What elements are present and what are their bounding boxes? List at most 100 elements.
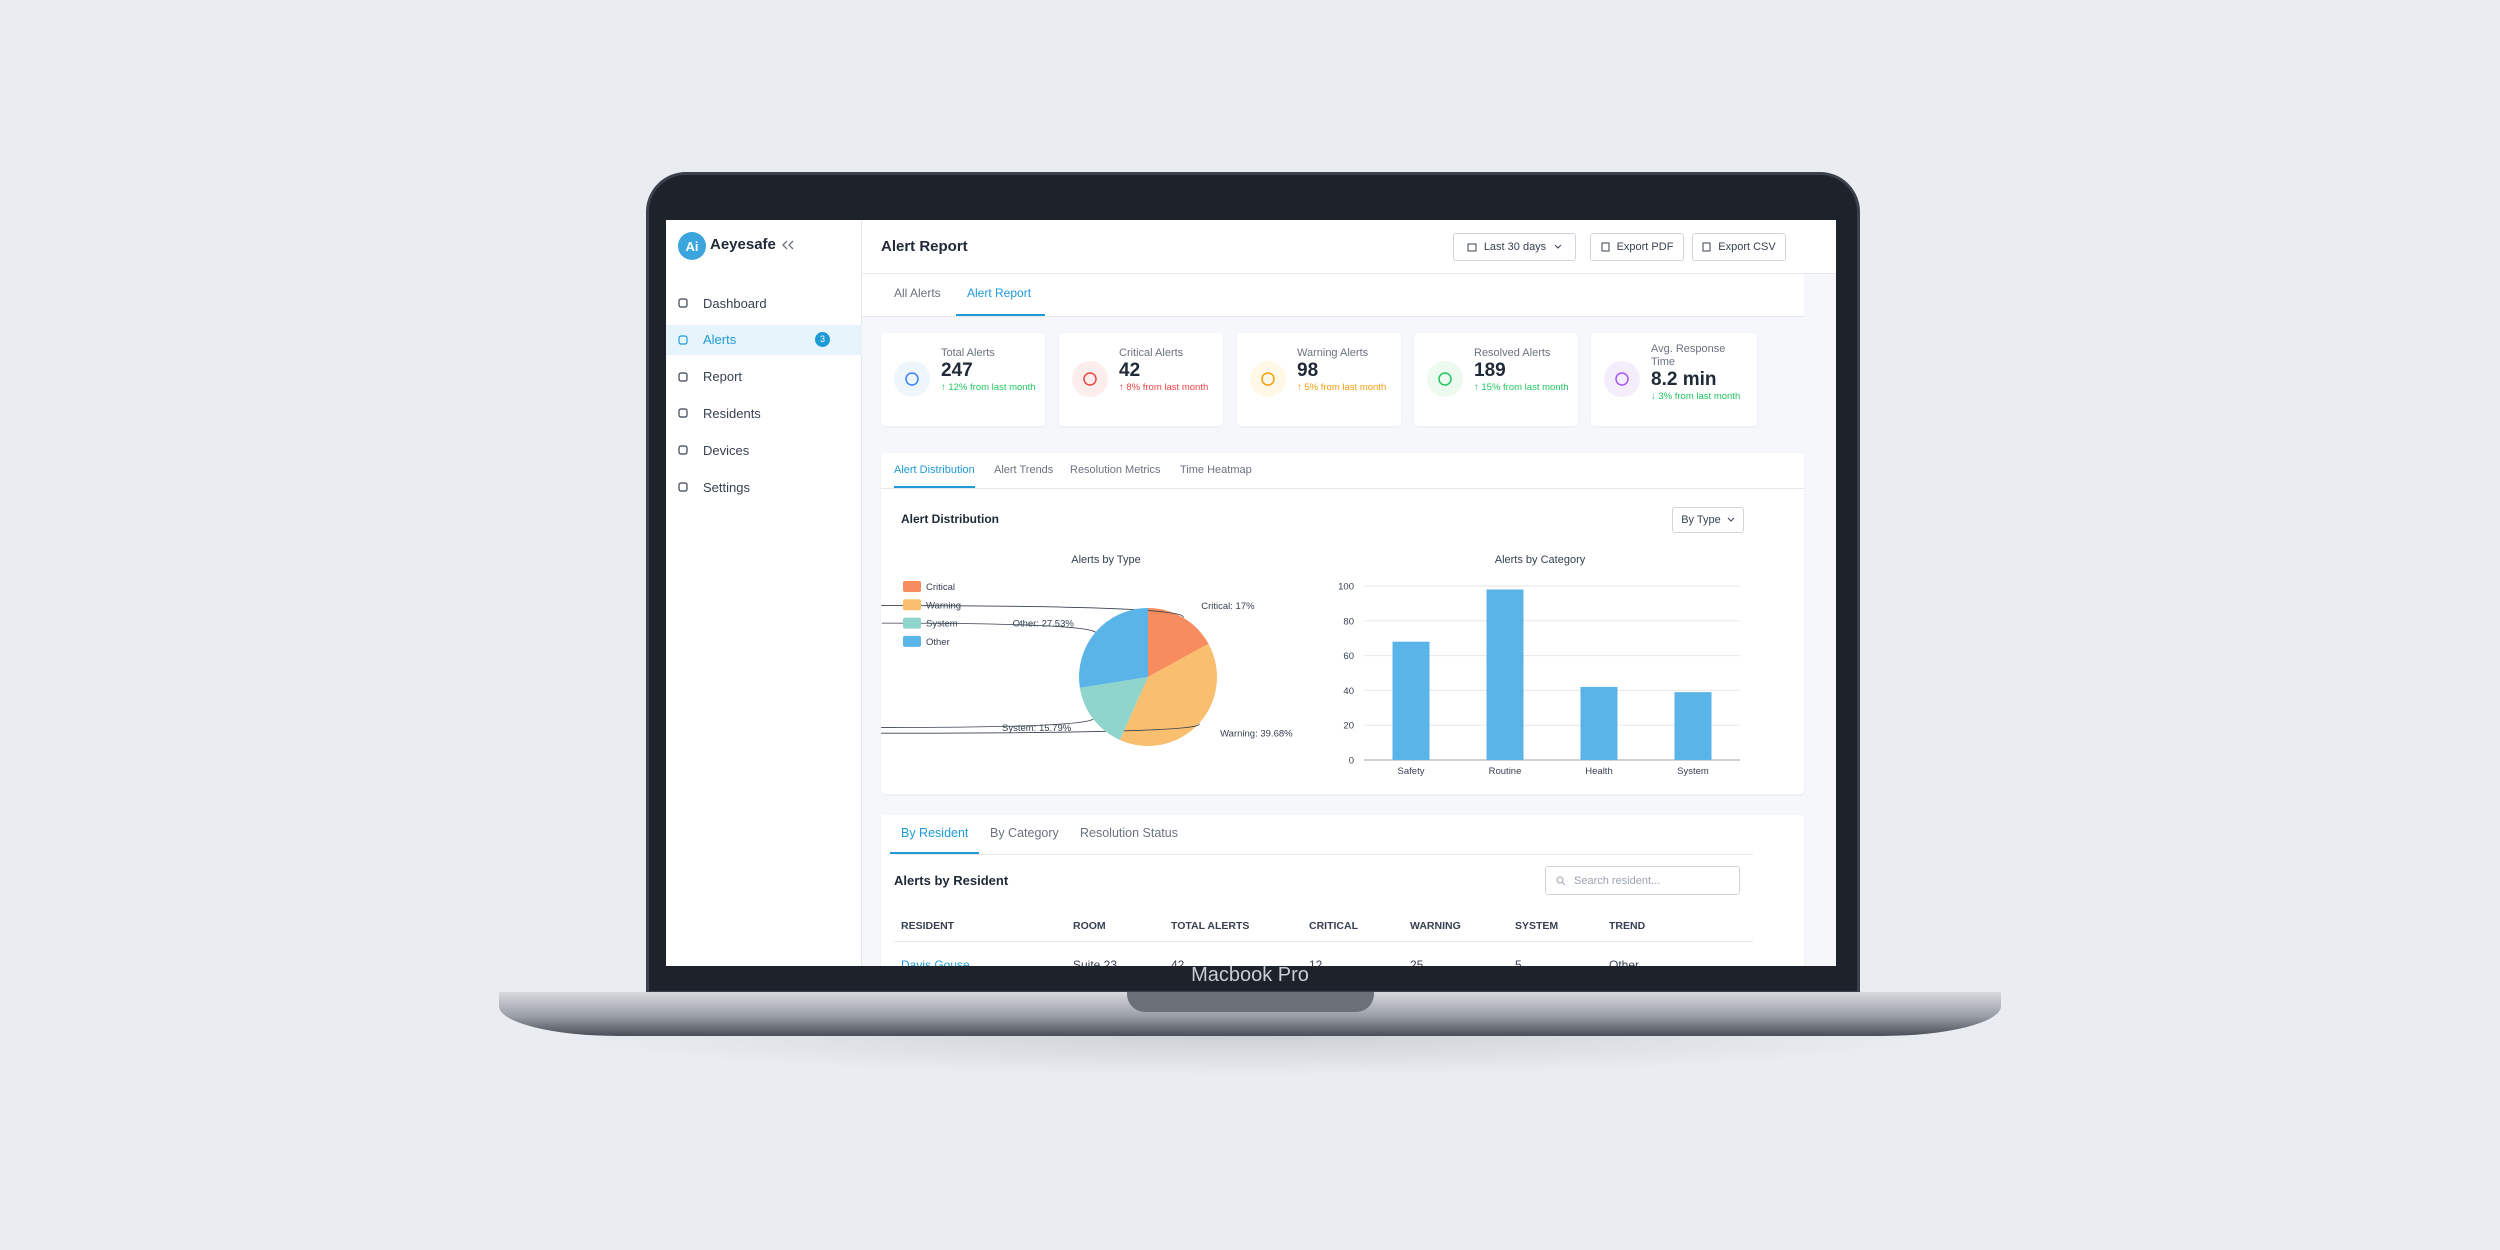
stat-icon <box>1072 361 1108 397</box>
stat-text: Total Alerts 247 ↑ 12% from last month <box>941 347 1037 394</box>
y-tick-label: 100 <box>1338 582 1354 593</box>
resident-panel: Alerts by Resident Search resident... By… <box>881 815 1804 966</box>
x-tick-label: System <box>1677 766 1709 777</box>
table-cell[interactable]: Davis Gouse <box>901 958 970 966</box>
page-title: Alert Report <box>881 238 968 255</box>
logo: Ai <box>678 232 706 260</box>
y-tick-label: 60 <box>1343 651 1354 662</box>
legend-label: Other <box>926 637 950 648</box>
stat-icon <box>1427 361 1463 397</box>
row-divider <box>894 941 1753 942</box>
stat-change: ↑ 5% from last month <box>1297 382 1387 393</box>
tab-bar <box>862 274 1804 317</box>
legend-swatch <box>903 635 921 647</box>
file-icon <box>1601 242 1610 252</box>
column-header: CRITICAL <box>1309 920 1358 932</box>
y-tick-label: 0 <box>1349 756 1354 767</box>
stat-value: 189 <box>1474 360 1506 381</box>
stat-label: Avg. Response Time <box>1651 343 1726 368</box>
device-label: Macbook Pro <box>1191 964 1309 986</box>
tab[interactable]: All Alerts <box>894 286 941 300</box>
column-header: WARNING <box>1410 920 1461 932</box>
collapse-icon[interactable] <box>782 240 794 250</box>
stat-card: Total Alerts 247 ↑ 12% from last month <box>881 333 1045 426</box>
nav-item[interactable]: Residents <box>666 398 862 428</box>
nav-item[interactable]: Alerts 3 <box>666 324 862 355</box>
legend-swatch <box>903 599 921 611</box>
table-title: Alerts by Resident <box>894 873 1009 888</box>
nav-label: Devices <box>703 442 750 458</box>
tab[interactable]: Time Heatmap <box>1180 464 1252 476</box>
distribution-panel: Alert Distribution By Type Alerts by Typ… <box>881 453 1804 794</box>
main: Alert Report Last 30 days Alert Distribu… <box>862 220 1836 966</box>
nav-label: Alerts <box>703 332 737 348</box>
export-button[interactable]: Export CSV <box>1692 233 1786 261</box>
stat-icon <box>894 361 930 397</box>
nav-label: Settings <box>703 479 750 495</box>
leader-line <box>881 605 1184 618</box>
legend-label: System <box>926 619 958 630</box>
stat-label: Total Alerts <box>941 347 995 359</box>
stat-value: 247 <box>941 360 973 381</box>
table-cell: Other <box>1609 958 1640 966</box>
stat-label: Warning Alerts <box>1297 347 1369 359</box>
nav-item[interactable]: Settings <box>666 472 862 502</box>
tab[interactable]: Resolution Status <box>1080 826 1178 840</box>
legend-label: Warning <box>926 600 961 611</box>
stat-icon <box>1250 361 1286 397</box>
stat-label: Critical Alerts <box>1119 347 1184 359</box>
stat-text: Warning Alerts 98 ↑ 5% from last month <box>1297 347 1393 394</box>
tab-underline <box>890 852 979 854</box>
search-box[interactable]: Search resident... <box>1545 866 1740 895</box>
panel-heading: Alert Distribution <box>901 512 999 526</box>
column-header: RESIDENT <box>901 920 955 932</box>
sidebar: Ai Aeyesafe Dashboard Alerts 3 Report Reside… <box>666 220 862 966</box>
selector[interactable]: By Type <box>1672 507 1744 533</box>
export-button[interactable]: Export PDF <box>1590 233 1684 261</box>
y-tick-label: 40 <box>1343 686 1354 697</box>
nav-icon <box>678 298 688 308</box>
charts: Alerts by Type Critical: 17% Warning: 39.6… <box>881 554 1740 777</box>
divider <box>894 854 1753 855</box>
tab[interactable]: By Category <box>990 826 1059 840</box>
nav-item[interactable]: Report <box>666 362 862 392</box>
bar <box>1486 589 1524 760</box>
laptop-notch <box>1127 992 1374 1012</box>
legend-label: Critical <box>926 582 955 593</box>
pie-slice <box>1079 677 1148 741</box>
nav-icon <box>678 445 688 455</box>
stat-card: Warning Alerts 98 ↑ 5% from last month <box>1237 333 1401 426</box>
stat-change: ↑ 12% from last month <box>941 382 1036 393</box>
leader-line <box>881 622 1096 633</box>
slice-label: Other: 27.53% <box>1013 619 1075 630</box>
stat-text: Avg. Response Time 8.2 min ↓ 3% from last … <box>1651 343 1747 403</box>
date-range[interactable]: Last 30 days <box>1453 233 1576 261</box>
nav-item[interactable]: Dashboard <box>666 288 862 318</box>
nav-icon <box>678 408 688 418</box>
pie-slice <box>1148 608 1209 677</box>
chart-title: Alerts by Type <box>1071 554 1141 566</box>
stat-value: 8.2 min <box>1651 369 1717 390</box>
stat-change: ↑ 8% from last month <box>1119 382 1209 393</box>
tab[interactable]: Resolution Metrics <box>1070 464 1161 476</box>
date-range-text: Last 30 days <box>1483 241 1547 253</box>
x-tick-label: Health <box>1585 766 1612 777</box>
tab[interactable]: By Resident <box>901 826 969 840</box>
tab[interactable]: Alert Distribution <box>894 464 975 476</box>
stat-icon <box>1604 361 1640 397</box>
stat-value: 98 <box>1297 360 1319 381</box>
stat-card: Avg. Response Time 8.2 min ↓ 3% from last … <box>1591 333 1757 426</box>
table-cell: 42 <box>1171 958 1185 966</box>
tab[interactable]: Alert Report <box>967 286 1032 300</box>
table-cell: 5 <box>1515 958 1522 966</box>
table-cell: 12 <box>1309 958 1323 966</box>
brand: Aeyesafe <box>710 236 776 253</box>
y-tick-label: 20 <box>1343 721 1354 732</box>
leader-line <box>881 718 1094 728</box>
tab[interactable]: Alert Trends <box>994 464 1054 476</box>
stat-label: Resolved Alerts <box>1474 347 1551 359</box>
tab-underline <box>956 314 1045 316</box>
nav-item[interactable]: Devices <box>666 435 862 465</box>
stat-value: 42 <box>1119 360 1141 381</box>
x-tick-label: Safety <box>1398 766 1425 777</box>
